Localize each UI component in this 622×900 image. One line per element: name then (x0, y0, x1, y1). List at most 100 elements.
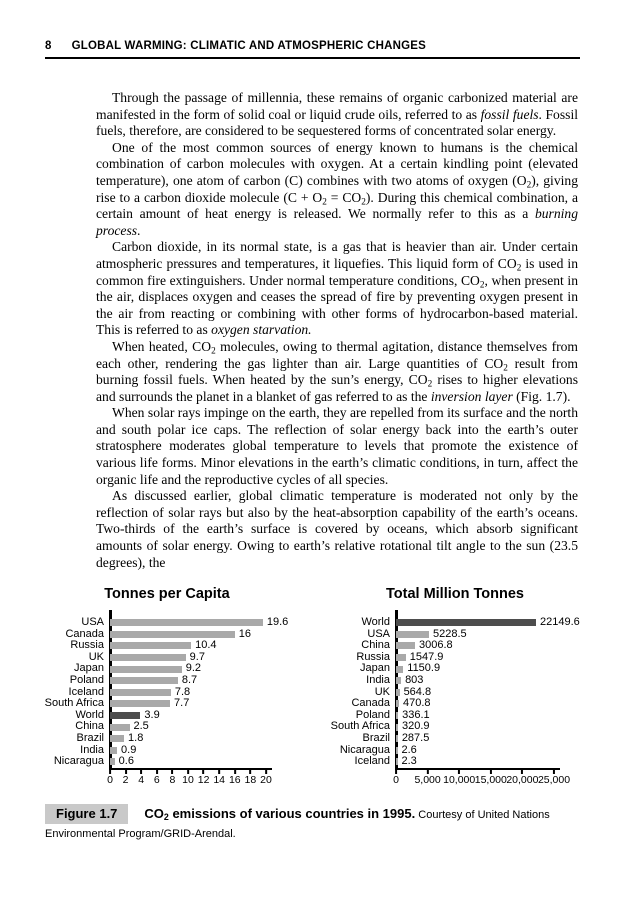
x-axis-line (396, 767, 560, 771)
bar-value: 10.4 (195, 639, 217, 652)
text-segment: fossil fuels (480, 106, 539, 122)
bar-row: Poland 336.1 (318, 709, 592, 722)
text-segment: inversion layer (430, 388, 513, 404)
tick-mark (109, 770, 111, 775)
bar-row: South Africa 7.7 (30, 698, 304, 710)
bar-label: China (75, 720, 104, 733)
bar-label: Nicaragua (339, 743, 390, 756)
axis-tick: 10,000 (443, 770, 475, 786)
bar-track: 336.1 (396, 709, 592, 722)
bar-row: UK 9.7 (30, 651, 304, 664)
bar-row: Canada 470.8 (318, 698, 592, 710)
bar (110, 665, 182, 673)
text-segment: , when present in the air, displaces oxy… (96, 272, 578, 338)
tick-mark (426, 770, 429, 775)
bar-track: 287.5 (396, 731, 592, 745)
paragraph: When heated, CO2 molecules, owing to the… (96, 339, 578, 405)
subscript: 2 (211, 345, 216, 356)
bar (110, 723, 130, 731)
axis-tick: 2 (123, 770, 129, 786)
chart-title: Total Million Tonnes (385, 586, 524, 602)
bar-label: Iceland (68, 685, 104, 698)
tick-mark (155, 770, 158, 775)
bar-label: USA (81, 616, 104, 628)
tick-label: 10 (182, 774, 194, 787)
bar-track: 5228.5 (396, 627, 592, 641)
bar (110, 630, 235, 638)
bar-value: 470.8 (402, 697, 431, 710)
paragraph: When solar rays impinge on the earth, th… (96, 405, 578, 488)
bar-label: Brazil (362, 731, 390, 744)
bar-row: South Africa 320.9 (318, 721, 592, 733)
bar-track: 1150.9 (396, 663, 592, 675)
subscript: 2 (427, 378, 433, 389)
bar-value: 1150.9 (407, 662, 441, 675)
axis-tick: 0 (393, 770, 399, 786)
running-header: 8 GLOBAL WARMING: CLIMATIC AND ATMOSPHER… (45, 40, 580, 59)
bar-label: Nicaragua (53, 755, 104, 768)
axis-tick: 15,000 (475, 770, 507, 786)
text-segment: result from burning fossil fuels. When h… (96, 355, 578, 388)
bar-row: World 3.9 (30, 708, 304, 722)
bar-value: 803 (405, 673, 424, 686)
bar-row: USA 5228.5 (318, 627, 592, 641)
text-segment: = CO (326, 189, 362, 205)
paragraph: Carbon dioxide, in its normal state, is … (96, 239, 578, 339)
bar-track: 564.8 (396, 686, 592, 699)
bar (110, 654, 186, 662)
x-axis-ticks: 0 5,000 10,000 15,000 20,000 25,000 (393, 770, 592, 787)
text-segment: ). During this chemical combination, a c… (96, 189, 578, 222)
figure-caption-text: CO2 emissions of various countries in 19… (45, 806, 550, 840)
bar-track: 803 (396, 673, 592, 687)
figure-caption: Figure 1.7 CO2 emissions of various count… (45, 804, 585, 843)
bar-label: Russia (70, 639, 104, 652)
bar-row: Brazil 287.5 (318, 731, 592, 745)
bar-track: 7.8 (110, 685, 304, 699)
bar (110, 642, 192, 650)
bar-rows: World 22149.6 USA 5228.5 China 3006.8 Russia 15… (318, 610, 592, 768)
tick-label: 18 (244, 774, 257, 787)
tick-mark (489, 770, 492, 775)
tick-mark (187, 770, 189, 775)
tick-label: 16 (228, 774, 241, 787)
tick-label: 5,000 (414, 774, 441, 787)
bar-value: 287.5 (401, 731, 430, 744)
bar-track: 2.5 (110, 721, 304, 733)
bar-label: China (361, 639, 390, 652)
bar-label: South Africa (44, 697, 104, 710)
bar (110, 758, 115, 766)
bar-row: Japan 1150.9 (318, 663, 592, 675)
bar-row: Iceland 2.3 (318, 756, 592, 768)
bar-label: Poland (69, 673, 104, 686)
bar-value: 3006.8 (419, 639, 453, 652)
bar-row: World 22149.6 (318, 616, 592, 629)
bar-label: Canada (351, 697, 390, 710)
bar-label: World (75, 708, 104, 721)
bar (396, 746, 398, 754)
bar (110, 700, 171, 708)
bar-value: 0.9 (121, 743, 137, 756)
tick-label: 10,000 (443, 774, 476, 787)
bar-track: 19.6 (110, 616, 304, 629)
text-segment: Through the passage of millennia, these … (96, 90, 578, 122)
bar-value: 3.9 (144, 708, 160, 721)
bar (110, 688, 171, 696)
tick-label: 20,000 (506, 774, 539, 787)
bar-label: Iceland (354, 755, 390, 768)
bar-track: 2.3 (396, 756, 592, 768)
bar-row: Nicaragua 2.6 (318, 743, 592, 757)
tick-mark (521, 770, 524, 775)
bar (396, 758, 398, 766)
bar (396, 723, 399, 731)
x-axis-line (110, 767, 272, 771)
x-axis-ticks: 0 2 4 6 8 10 12 14 16 18 20 (107, 770, 304, 787)
tick-label: 20 (260, 774, 272, 787)
bar-track: 7.7 (110, 698, 304, 710)
subscript: 2 (503, 361, 508, 372)
bar-value: 7.7 (174, 697, 190, 710)
bar-value: 1547.9 (409, 650, 444, 663)
bar-value: 7.8 (174, 685, 191, 698)
text-segment: Carbon dioxide, in its normal state, is … (96, 239, 578, 271)
bar-value: 5228.5 (433, 627, 467, 640)
bar-track: 320.9 (396, 721, 592, 733)
